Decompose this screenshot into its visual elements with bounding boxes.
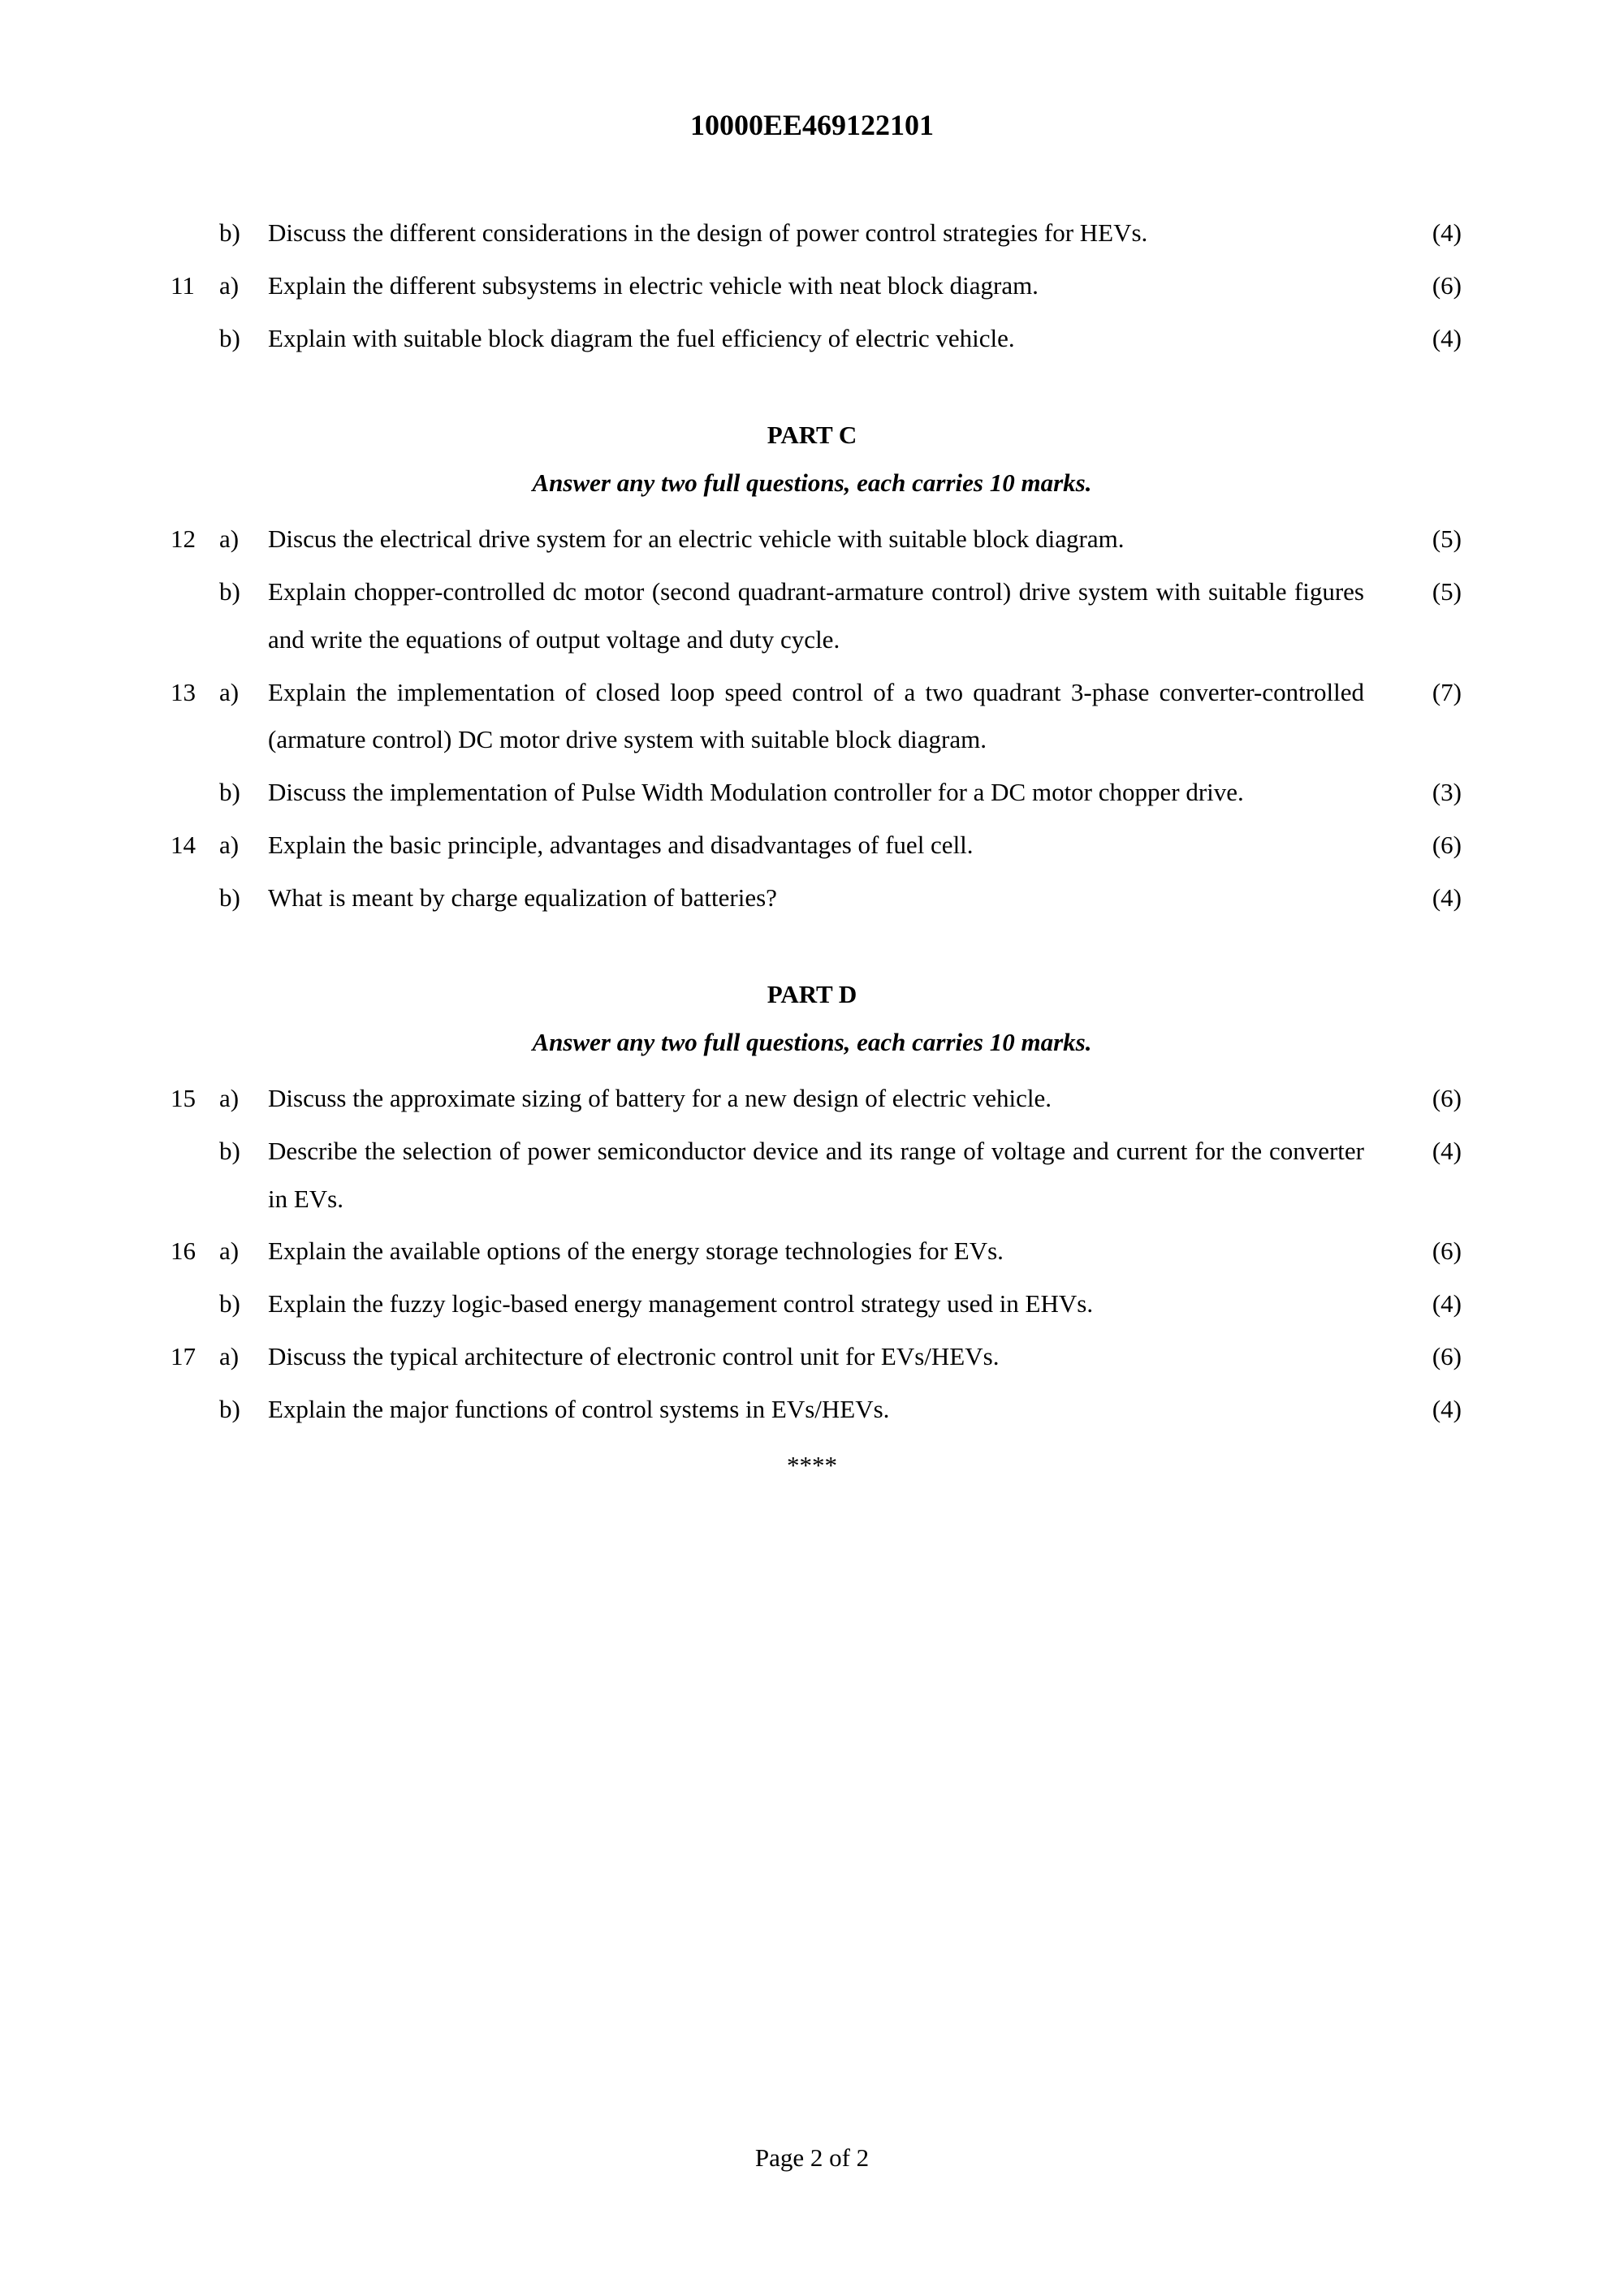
question-part: a) [219,262,268,310]
question-text: What is meant by charge equalization of … [268,874,1397,922]
question-text: Describe the selection of power semicond… [268,1128,1397,1224]
question-marks: (5) [1397,568,1462,616]
question-part: b) [219,769,268,817]
question-marks: (4) [1397,1386,1462,1434]
question-number: 12 [162,516,219,563]
part-d-instruction: Answer any two full questions, each carr… [162,1019,1462,1067]
part-c-instruction: Answer any two full questions, each carr… [162,460,1462,507]
question-part: a) [219,669,268,717]
question-marks: (6) [1397,822,1462,870]
question-marks: (4) [1397,209,1462,257]
question-part: b) [219,1386,268,1434]
question-part: b) [219,315,268,363]
question-row: 14a)Explain the basic principle, advanta… [162,822,1462,870]
question-part: b) [219,874,268,922]
question-row: b)Discuss the implementation of Pulse Wi… [162,769,1462,817]
question-number: 14 [162,822,219,870]
question-row: b)What is meant by charge equalization o… [162,874,1462,922]
question-text: Explain the different subsystems in elec… [268,262,1397,310]
question-number: 11 [162,262,219,310]
page-footer: Page 2 of 2 [0,2134,1624,2182]
question-text: Explain chopper-controlled dc motor (sec… [268,568,1397,664]
question-row: 12a)Discus the electrical drive system f… [162,516,1462,563]
question-text: Explain the basic principle, advantages … [268,822,1397,870]
questions-section-d: 15a)Discuss the approximate sizing of ba… [162,1075,1462,1434]
question-row: b)Explain the fuzzy logic-based energy m… [162,1280,1462,1328]
question-part: b) [219,209,268,257]
question-part: b) [219,568,268,616]
question-part: b) [219,1128,268,1176]
question-row: b)Describe the selection of power semico… [162,1128,1462,1224]
question-row: 13a)Explain the implementation of closed… [162,669,1462,765]
question-part: a) [219,1075,268,1123]
question-text: Discuss the different considerations in … [268,209,1397,257]
question-marks: (4) [1397,874,1462,922]
question-row: b)Explain chopper-controlled dc motor (s… [162,568,1462,664]
question-text: Explain the fuzzy logic-based energy man… [268,1280,1397,1328]
end-marker: **** [162,1442,1462,1490]
question-row: 11a)Explain the different subsystems in … [162,262,1462,310]
part-d-title: PART D [162,971,1462,1019]
question-marks: (6) [1397,1333,1462,1381]
questions-section-a: b)Discuss the different considerations i… [162,209,1462,363]
question-text: Explain the implementation of closed loo… [268,669,1397,765]
question-text: Discuss the typical architecture of elec… [268,1333,1397,1381]
part-c-title: PART C [162,412,1462,460]
question-marks: (4) [1397,315,1462,363]
question-number: 17 [162,1333,219,1381]
question-marks: (3) [1397,769,1462,817]
document-header: 10000EE469122101 [162,97,1462,153]
question-text: Discuss the implementation of Pulse Widt… [268,769,1397,817]
question-part: a) [219,1228,268,1275]
question-text: Explain the major functions of control s… [268,1386,1397,1434]
question-marks: (6) [1397,1228,1462,1275]
question-text: Discuss the approximate sizing of batter… [268,1075,1397,1123]
question-text: Discus the electrical drive system for a… [268,516,1397,563]
question-marks: (4) [1397,1280,1462,1328]
question-part: a) [219,822,268,870]
questions-section-c: 12a)Discus the electrical drive system f… [162,516,1462,922]
question-text: Explain the available options of the ene… [268,1228,1397,1275]
question-number: 13 [162,669,219,717]
question-text: Explain with suitable block diagram the … [268,315,1397,363]
question-marks: (5) [1397,516,1462,563]
question-part: b) [219,1280,268,1328]
question-row: b)Explain the major functions of control… [162,1386,1462,1434]
question-row: b)Discuss the different considerations i… [162,209,1462,257]
question-row: 15a)Discuss the approximate sizing of ba… [162,1075,1462,1123]
question-marks: (4) [1397,1128,1462,1176]
question-number: 16 [162,1228,219,1275]
question-marks: (7) [1397,669,1462,717]
question-row: b)Explain with suitable block diagram th… [162,315,1462,363]
question-part: a) [219,516,268,563]
question-row: 16a)Explain the available options of the… [162,1228,1462,1275]
question-part: a) [219,1333,268,1381]
question-number: 15 [162,1075,219,1123]
question-row: 17a)Discuss the typical architecture of … [162,1333,1462,1381]
question-marks: (6) [1397,262,1462,310]
question-marks: (6) [1397,1075,1462,1123]
